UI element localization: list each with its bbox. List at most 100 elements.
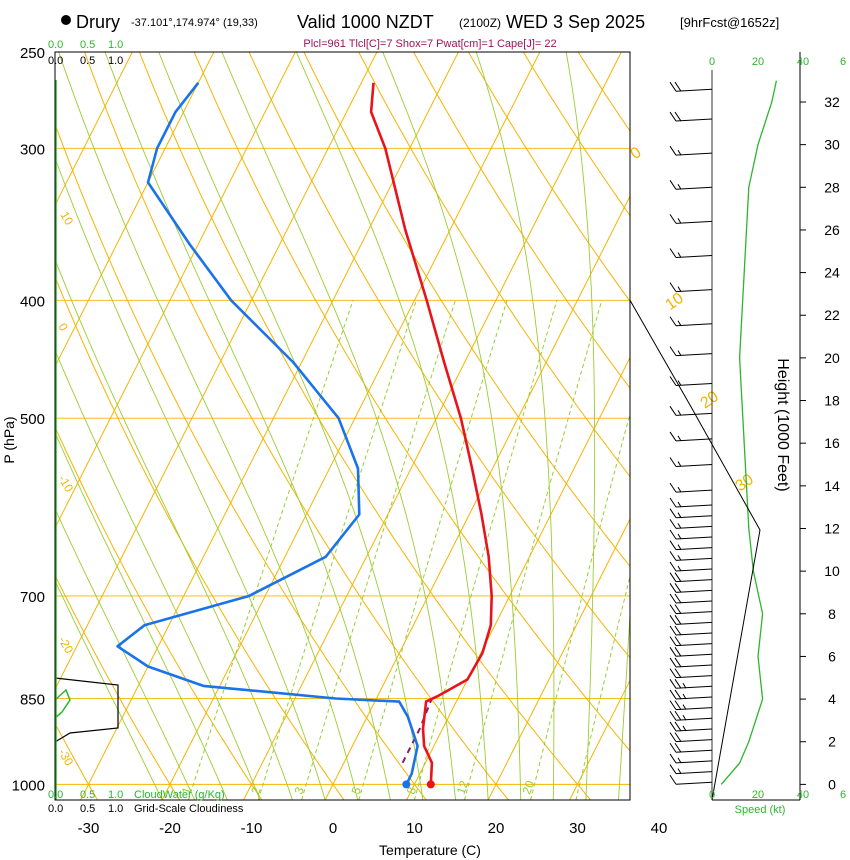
isotherm-0 [324, 195, 630, 800]
wind-barb-27 [669, 482, 713, 493]
temperature-line [369, 82, 494, 785]
moist-adiabat-8 [104, 52, 391, 800]
wind-barb-3 [669, 742, 713, 753]
mixing-ratio-label-1: 1 [179, 785, 195, 796]
dry-adiabat-70 [358, 52, 630, 478]
dry-adiabat-60 [303, 52, 630, 568]
wind-barb-4 [669, 732, 713, 743]
x-tick-20: 20 [488, 820, 505, 837]
mixing-ratio-label-8: 8 [404, 785, 420, 796]
cloudwater-tick-top-1: 0.5 [80, 39, 95, 51]
wind-barb-10 [669, 668, 713, 679]
location-dot-icon [61, 15, 71, 25]
dry-adiabat-label-30: 30 [733, 471, 757, 495]
p-tick-500: 500 [20, 411, 45, 428]
height-tick-4: 4 [828, 691, 836, 707]
mixing-ratio-20 [530, 412, 630, 800]
wind-barb-26 [669, 497, 713, 508]
speed-tick-bottom-3: 6 [840, 789, 846, 801]
wind-barb-32 [669, 346, 713, 357]
moist-adiabat-24 [382, 52, 522, 800]
cloudiness-tick-bottom-1: 0.5 [80, 803, 95, 815]
dry-adiabat-20 [84, 52, 509, 800]
x-tick--30: -30 [78, 820, 100, 837]
dry-adiabat-110 [577, 52, 630, 132]
moist-adiabat-36 [618, 608, 630, 800]
height-tick-32: 32 [824, 94, 840, 110]
isotherm--60 [55, 52, 215, 368]
wind-barb-1 [669, 764, 713, 775]
speed-tick-bottom-0: 0 [709, 789, 715, 801]
valid-main: Valid 1000 NZDT [297, 12, 434, 32]
wind-barb-35 [669, 248, 713, 259]
wind-barb-9 [669, 679, 713, 689]
wind-barb-13 [669, 636, 713, 647]
dry-adiabat--10 [55, 425, 263, 800]
wind-barb-11 [669, 657, 713, 668]
location-coords: -37.101°,174.974° (19,33) [131, 17, 258, 29]
dry-adiabat-label-10: 10 [663, 290, 687, 314]
height-tick-30: 30 [824, 137, 840, 153]
x-tick-10: 10 [406, 820, 423, 837]
isotherm-label-left-10: 10 [57, 209, 76, 228]
wind-barb-21 [669, 551, 713, 561]
moist-adiabat--12 [55, 431, 228, 800]
wind-barb-39 [669, 111, 713, 122]
height-tick-6: 6 [828, 648, 836, 664]
wind-barb-29 [669, 431, 713, 442]
speed-tick-top-0: 0 [709, 56, 715, 68]
mixing-ratio-3 [301, 300, 456, 800]
plot-frame [54, 51, 631, 801]
forecast-info: [9hrFcst@1652z] [680, 15, 779, 30]
wind-barb-31 [669, 376, 713, 386]
x-axis-label: Temperature (C) [379, 842, 481, 858]
dry-adiabat-150 [798, 52, 850, 800]
x-tick-30: 30 [569, 820, 586, 837]
extension-line-10 [630, 390, 690, 410]
wind-barb-18 [669, 583, 713, 593]
moist-adiabat-28 [475, 52, 555, 800]
dry-adiabat-50 [248, 52, 630, 659]
mixing-ratio-1 [187, 300, 354, 800]
dry-adiabat--20 [55, 574, 181, 800]
wind-barb-36 [669, 214, 713, 224]
surface-dew-marker [402, 780, 411, 789]
wind-barb-7 [669, 700, 713, 711]
isotherm--70 [55, 52, 133, 207]
wind-barb-25 [669, 508, 713, 519]
mixing-ratio-label-12: 12 [454, 778, 472, 796]
wind-barb-33 [669, 316, 713, 327]
mixing-ratio-label-2: 2 [248, 785, 264, 796]
p-tick-250: 250 [20, 45, 45, 62]
mixing-ratio-8 [413, 300, 558, 800]
wind-barb-16 [669, 604, 713, 615]
moist-adiabat-12 [158, 52, 424, 800]
wind-barb-37 [669, 180, 713, 190]
stability-params: Plcl=961 Tlcl[C]=7 Shox=7 Pwat[cm]=1 Cap… [303, 38, 556, 50]
mixing-ratio-12 [464, 300, 603, 800]
dry-adiabat-120 [633, 52, 850, 800]
wind-barb-17 [669, 593, 713, 604]
wind-barb-22 [669, 540, 713, 551]
isotherm-20 [487, 517, 630, 800]
height-pressure-curve [629, 300, 761, 801]
dry-adiabat-10 [55, 122, 427, 800]
height-tick-28: 28 [824, 179, 840, 195]
speed-tick-top-1: 20 [752, 56, 764, 68]
cloudwater-tick-top-2: 1.0 [108, 39, 123, 51]
wind-barb-6 [669, 710, 713, 721]
wind-barb-28 [669, 457, 713, 468]
dry-adiabat-40 [193, 52, 630, 752]
height-tick-0: 0 [828, 776, 836, 792]
cloudiness-tick-bottom-2: 1.0 [108, 803, 123, 815]
x-tick--20: -20 [159, 820, 181, 837]
wind-barb-34 [669, 282, 713, 293]
x-tick-40: 40 [651, 820, 668, 837]
p-tick-700: 700 [20, 589, 45, 606]
p-tick-400: 400 [20, 293, 45, 310]
wind-barb-12 [669, 647, 713, 657]
dry-adiabat-0 [55, 275, 345, 800]
mixing-ratio-5 [358, 300, 508, 800]
wind-barb-2 [669, 753, 713, 764]
dry-adiabat-80 [413, 52, 630, 389]
